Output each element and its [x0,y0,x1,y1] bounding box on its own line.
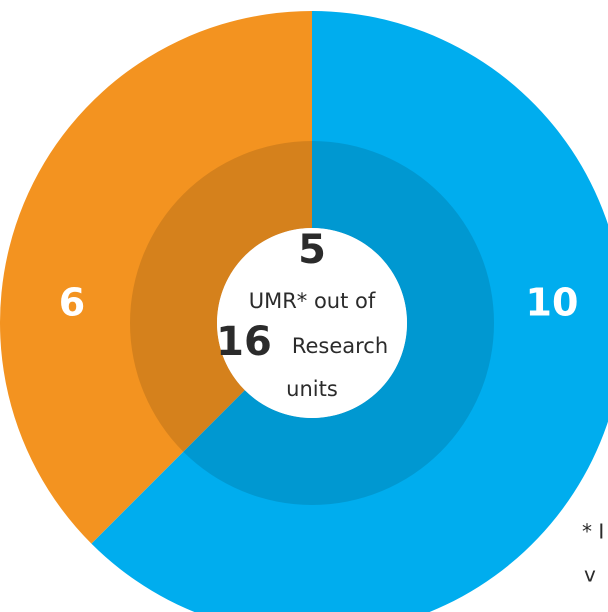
center-line: UMR* out of [249,289,376,313]
center-line: Research [292,334,388,358]
segment-label: 6 [59,281,85,325]
center-hole [217,228,407,418]
center-total: 16 [216,319,272,365]
footnote: * I [582,520,604,544]
center-line: units [286,377,338,401]
segment-label: 10 [526,281,579,325]
donut-segment [0,11,312,544]
footnote: v [584,563,596,587]
donut [0,11,608,612]
donut-segment [91,11,608,612]
center-highlight: 5 [298,227,326,273]
